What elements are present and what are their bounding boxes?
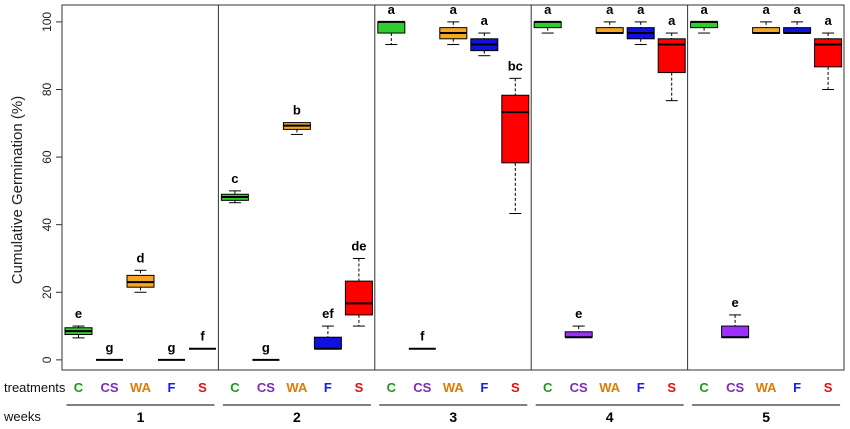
box-body: [377, 21, 406, 34]
treatment-label: WA: [286, 380, 308, 395]
box-week4-CS: [564, 325, 593, 339]
week-label: 3: [449, 409, 457, 425]
box-week1-WA: [126, 269, 155, 293]
box-week2-WA: [282, 122, 311, 135]
significance-letter: a: [824, 13, 832, 28]
plot-frame: [61, 4, 845, 371]
box-body: [313, 336, 342, 350]
treatment-label: C: [699, 380, 709, 395]
treatment-label: C: [543, 380, 553, 395]
box-week5-CS: [721, 314, 750, 339]
treatment-label: S: [355, 380, 364, 395]
significance-letter: a: [481, 13, 489, 28]
significance-letter: a: [637, 2, 645, 17]
treatments-row-label: treatments: [4, 380, 66, 395]
significance-letter: g: [106, 340, 114, 355]
box-week1-C: [64, 325, 93, 339]
box-week2-S: [344, 257, 373, 327]
box-week5-S: [814, 32, 843, 90]
box-body: [814, 38, 843, 68]
y-tick-label: 60: [40, 150, 54, 164]
box-week4-S: [657, 32, 686, 102]
significance-letter: a: [668, 13, 676, 28]
week-label: 5: [762, 409, 770, 425]
treatment-label: CS: [100, 380, 118, 395]
box-week3-S: [501, 77, 530, 215]
box-week4-C: [533, 20, 562, 34]
box-body: [721, 325, 750, 338]
treatment-label: F: [324, 380, 332, 395]
significance-letter: f: [200, 329, 205, 344]
treatment-label: WA: [443, 380, 465, 395]
significance-letter: bc: [508, 58, 523, 73]
box-week5-WA: [752, 21, 781, 35]
box-body: [501, 94, 530, 164]
y-axis-label: Cumulative Germination (%): [9, 96, 26, 284]
box-week5-C: [690, 20, 719, 34]
week-group-labels: 1 2 3 4 5: [66, 404, 841, 425]
treatment-label: F: [637, 380, 645, 395]
box-week4-WA: [595, 21, 624, 35]
treatment-label: F: [480, 380, 488, 395]
box-week3-WA: [439, 21, 468, 46]
treatment-label: F: [793, 380, 801, 395]
treatment-label: C: [230, 380, 240, 395]
treatment-label: CS: [413, 380, 431, 395]
treatment-label: F: [168, 380, 176, 395]
y-axis: 0 20 40 60 80 100: [40, 12, 63, 363]
y-tick-label: 0: [40, 356, 54, 363]
significance-letter: a: [793, 2, 801, 17]
box-week4-F: [626, 21, 655, 46]
y-tick-label: 100: [40, 12, 54, 32]
significance-letter: e: [731, 295, 738, 310]
treatment-label: S: [667, 380, 676, 395]
significance-letter: a: [450, 2, 458, 17]
treatment-label: C: [387, 380, 397, 395]
week-panel-dividers: [217, 5, 689, 370]
treatment-label: CS: [570, 380, 588, 395]
significance-letter: g: [168, 340, 176, 355]
box-week2-C: [220, 190, 249, 204]
significance-letters: e g d g f c g b ef de a f a a bc a e a a a a e a a a: [75, 2, 833, 355]
treatment-label: S: [198, 380, 207, 395]
significance-letter: c: [231, 171, 238, 186]
significance-letter: a: [762, 2, 770, 17]
y-tick-label: 80: [40, 82, 54, 96]
treatment-tick-labels: C CS WA F S C CS WA F S C CS WA F S C CS WA F S C CS WA F S: [74, 380, 833, 395]
significance-letter: de: [351, 238, 366, 253]
treatment-label: CS: [257, 380, 275, 395]
treatment-label: C: [74, 380, 84, 395]
week-label: 1: [137, 409, 145, 425]
box-series: [64, 20, 843, 361]
box-week3-C: [377, 20, 406, 46]
treatment-label: CS: [726, 380, 744, 395]
treatment-label: WA: [756, 380, 778, 395]
significance-letter: b: [293, 103, 301, 118]
significance-letter: a: [700, 2, 708, 17]
significance-letter: f: [420, 329, 425, 344]
y-tick-label: 40: [40, 218, 54, 232]
week-label: 4: [606, 409, 614, 425]
significance-letter: ef: [322, 306, 334, 321]
treatment-label: S: [511, 380, 520, 395]
significance-letter: g: [262, 340, 270, 355]
significance-letter: a: [606, 2, 614, 17]
significance-letter: e: [75, 306, 82, 321]
significance-letter: a: [544, 2, 552, 17]
treatment-label: WA: [130, 380, 152, 395]
week-label: 2: [293, 409, 301, 425]
significance-letter: e: [575, 306, 582, 321]
significance-letter: d: [137, 250, 145, 265]
weeks-row-label: weeks: [3, 409, 41, 424]
box-week3-F: [470, 32, 499, 57]
box-week2-F: [313, 325, 342, 350]
treatment-label: WA: [599, 380, 621, 395]
y-tick-label: 20: [40, 285, 54, 299]
box-body: [344, 280, 373, 316]
box-week5-F: [783, 21, 812, 35]
treatment-label: S: [824, 380, 833, 395]
significance-letter: a: [388, 2, 396, 17]
